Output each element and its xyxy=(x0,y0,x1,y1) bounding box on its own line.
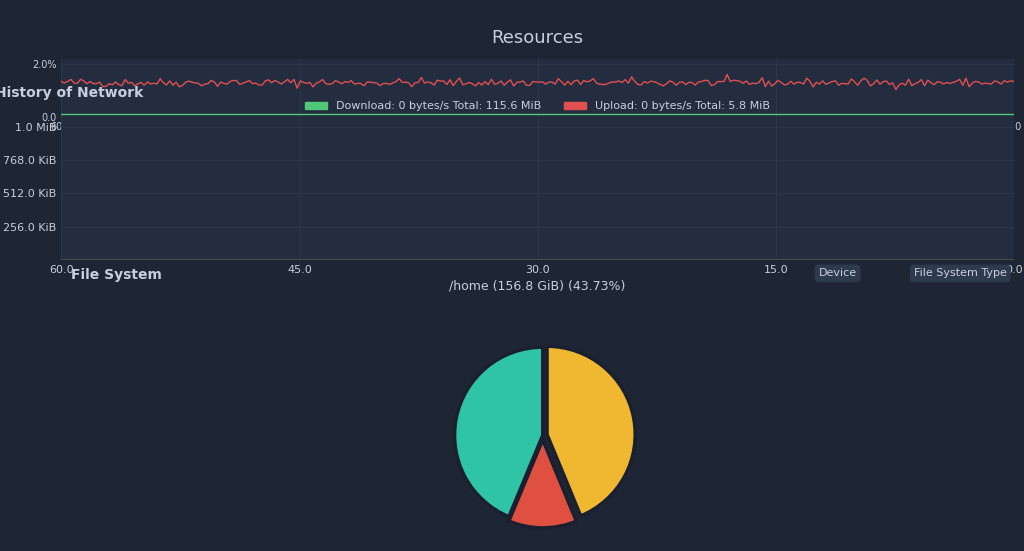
Text: File System: File System xyxy=(71,268,162,283)
Wedge shape xyxy=(547,346,635,516)
Text: File System Type: File System Type xyxy=(913,268,1007,278)
Text: /home (156.8 GiB) (43.73%): /home (156.8 GiB) (43.73%) xyxy=(450,280,626,293)
Wedge shape xyxy=(509,440,577,528)
Wedge shape xyxy=(455,347,543,517)
Text: Device: Device xyxy=(818,268,857,278)
Legend: Download: 0 bytes/s Total: 115.6 MiB, Upload: 0 bytes/s Total: 5.8 MiB: Download: 0 bytes/s Total: 115.6 MiB, Up… xyxy=(301,97,774,116)
Text: History of Network: History of Network xyxy=(0,85,143,100)
Text: Resources: Resources xyxy=(492,29,584,47)
